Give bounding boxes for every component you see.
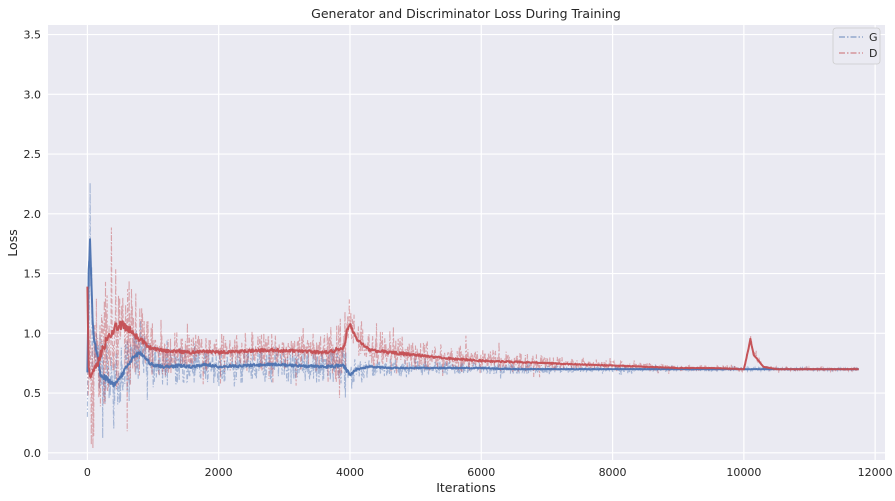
smoothed-loss-line-d [86, 286, 860, 379]
x-tick-label: 6000 [467, 466, 495, 479]
legend: G D [832, 27, 881, 65]
x-tick-label: 2000 [205, 466, 233, 479]
x-tick-labels: 0 2000 4000 6000 8000 10000 12000 [84, 466, 893, 479]
x-tick-label: 8000 [599, 466, 627, 479]
smoothed-loss-lines [86, 238, 860, 388]
y-tick-label: 3.5 [24, 29, 42, 42]
legend-label-d: D [869, 47, 877, 60]
plot-area [48, 25, 885, 460]
grid-lines [48, 25, 885, 460]
y-tick-label: 2.5 [24, 148, 42, 161]
x-tick-label: 4000 [336, 466, 364, 479]
y-tick-label: 0.0 [24, 447, 42, 460]
y-tick-label: 1.0 [24, 327, 42, 340]
x-axis-title: Iterations [436, 480, 496, 495]
y-tick-label: 1.5 [24, 268, 42, 281]
y-axis-title: Loss [5, 229, 20, 256]
x-tick-label: 12000 [858, 466, 893, 479]
legend-label-g: G [869, 31, 878, 44]
y-tick-labels: 0.0 0.5 1.0 1.5 2.0 2.5 3.0 3.5 [24, 29, 42, 460]
chart-title: Generator and Discriminator Loss During … [311, 6, 621, 21]
y-tick-label: 0.5 [24, 387, 42, 400]
y-tick-label: 2.0 [24, 208, 42, 221]
y-tick-label: 3.0 [24, 88, 42, 101]
x-tick-label: 0 [84, 466, 91, 479]
x-tick-label: 10000 [726, 466, 761, 479]
